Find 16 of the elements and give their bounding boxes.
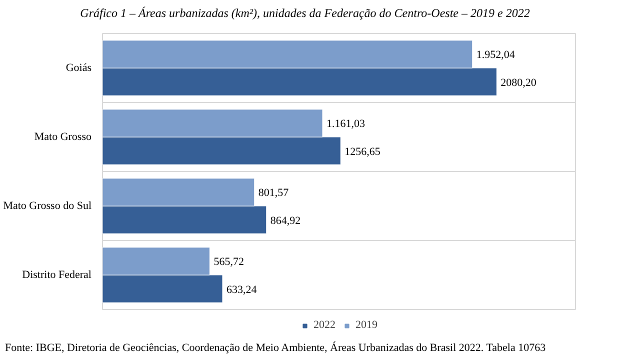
chart-title: Gráfico 1 – Áreas urbanizadas (km²), unidades da Federação do Centro-Oeste – 2019 e 2022 (80, 5, 530, 22)
y-tick-label: Mato Grosso do Sul (3, 200, 92, 212)
y-tick-label: Distrito Federal (22, 269, 92, 281)
data-label: 1256,65 (344, 146, 381, 158)
legend-label: 2019 (356, 319, 378, 331)
y-tick-label: Mato Grosso (34, 131, 92, 143)
data-label: 1.161,03 (326, 118, 366, 130)
data-label: 1.952,04 (476, 49, 516, 62)
data-label: 633,24 (226, 284, 258, 296)
data-label: 2080,20 (500, 76, 537, 89)
legend-label: 2022 (314, 319, 336, 331)
data-label: 565,72 (214, 256, 244, 268)
data-label: 801,57 (258, 187, 290, 200)
data-label: 864,92 (270, 214, 301, 227)
y-tick-label: Goiás (66, 62, 92, 74)
source-note: Fonte: IBGE, Diretoria de Geociências, Coordenação de Meio Ambiente, Áreas Urbanizadas do Brasil 2022. Tabela 10763 (5, 341, 546, 356)
